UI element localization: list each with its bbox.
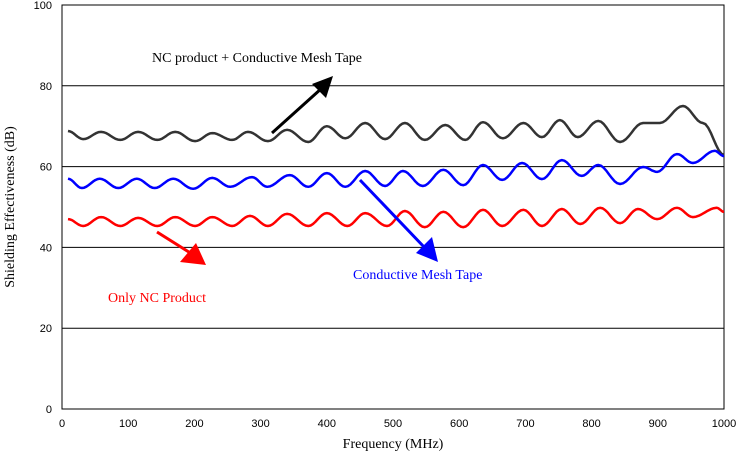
plot-area — [61, 4, 725, 410]
y-tick-label: 60 — [40, 162, 52, 174]
y-tick-label: 80 — [40, 81, 52, 93]
annotation-nc-product: Only NC Product — [108, 291, 206, 306]
y-tick-label: 100 — [34, 0, 52, 12]
x-tick-label: 900 — [649, 418, 667, 430]
y-axis-label: Shielding Effectiveness (dB) — [3, 126, 18, 288]
arrow-combined — [270, 76, 333, 135]
x-tick-label: 1000 — [712, 418, 736, 430]
x-tick-label: 200 — [185, 418, 203, 430]
arrow-nc-product — [156, 230, 206, 265]
arrow-mesh-tape — [358, 178, 438, 262]
x-tick-label: 0 — [59, 418, 65, 430]
y-tick-label: 40 — [40, 242, 52, 254]
series-line-1 — [67, 149, 725, 191]
x-axis-label: Frequency (MHz) — [343, 437, 444, 452]
series-line-0 — [67, 104, 725, 157]
x-tick-label: 400 — [318, 418, 336, 430]
x-tick-label: 500 — [384, 418, 402, 430]
x-tick-label: 600 — [450, 418, 468, 430]
x-tick-label: 300 — [251, 418, 269, 430]
y-tick-label: 20 — [40, 323, 52, 335]
annotation-combined: NC product + Conductive Mesh Tape — [152, 51, 362, 66]
annotation-mesh-tape: Conductive Mesh Tape — [353, 268, 482, 283]
x-tick-label: 100 — [119, 418, 137, 430]
x-tick-label: 800 — [582, 418, 600, 430]
x-tick-label: 700 — [516, 418, 534, 430]
y-tick-label: 0 — [46, 404, 52, 416]
